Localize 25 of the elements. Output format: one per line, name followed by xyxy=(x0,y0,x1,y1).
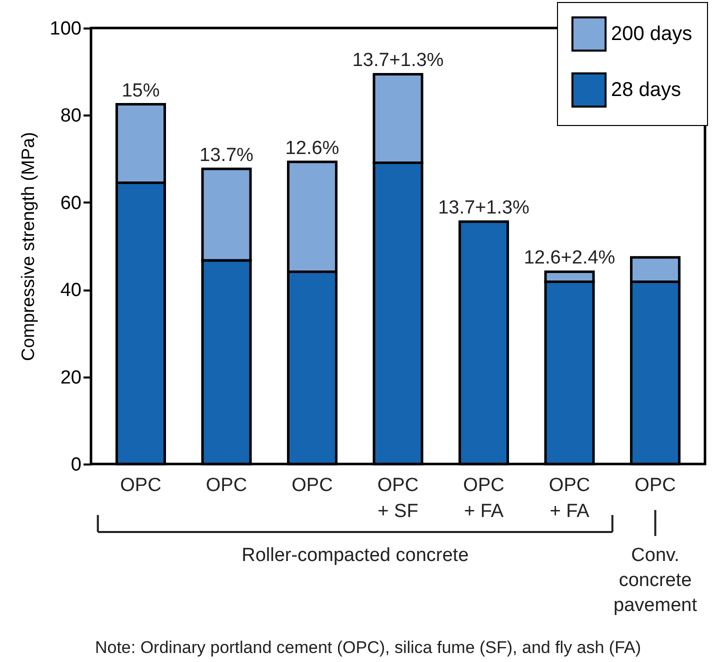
annotation: 13.7+1.3% xyxy=(352,50,444,72)
text: Roller-compacted concrete xyxy=(242,545,469,566)
x-tick-label: OPC xyxy=(292,475,333,496)
annotation: 13.7% xyxy=(200,144,254,166)
annotation: 15% xyxy=(122,80,160,102)
y-tick-label: 80 xyxy=(60,106,82,127)
y-axis-title: Compressive strength (MPa) xyxy=(18,132,38,362)
x-tick-label: OPC + FA xyxy=(463,475,504,522)
x-tick-label: OPC xyxy=(206,475,248,496)
y-tick-label: 0 xyxy=(70,454,82,476)
y-tick-label: 20 xyxy=(60,367,82,388)
y-tick-label: 60 xyxy=(60,192,82,214)
text: Note: Ordinary portland cement (OPC), silica fume (SF), and fly ash (FA) xyxy=(94,638,642,657)
x-tick-label: OPC xyxy=(634,475,676,496)
annotation: 12.6+2.4% xyxy=(524,248,616,269)
x-tick-label: OPC xyxy=(120,475,162,496)
legend-label: 200 days xyxy=(611,23,692,45)
y-tick-label: 40 xyxy=(60,280,82,302)
annotation: 13.7+1.3% xyxy=(438,198,530,219)
x-tick-label: OPC + FA xyxy=(548,475,590,522)
y-tick-label: 100 xyxy=(50,18,82,40)
legend-label: 28 days xyxy=(611,79,682,101)
annotation: 12.6% xyxy=(285,138,340,159)
x-tick-label: OPC + SF xyxy=(377,475,419,522)
text: Conv. concrete pavement xyxy=(614,545,698,616)
